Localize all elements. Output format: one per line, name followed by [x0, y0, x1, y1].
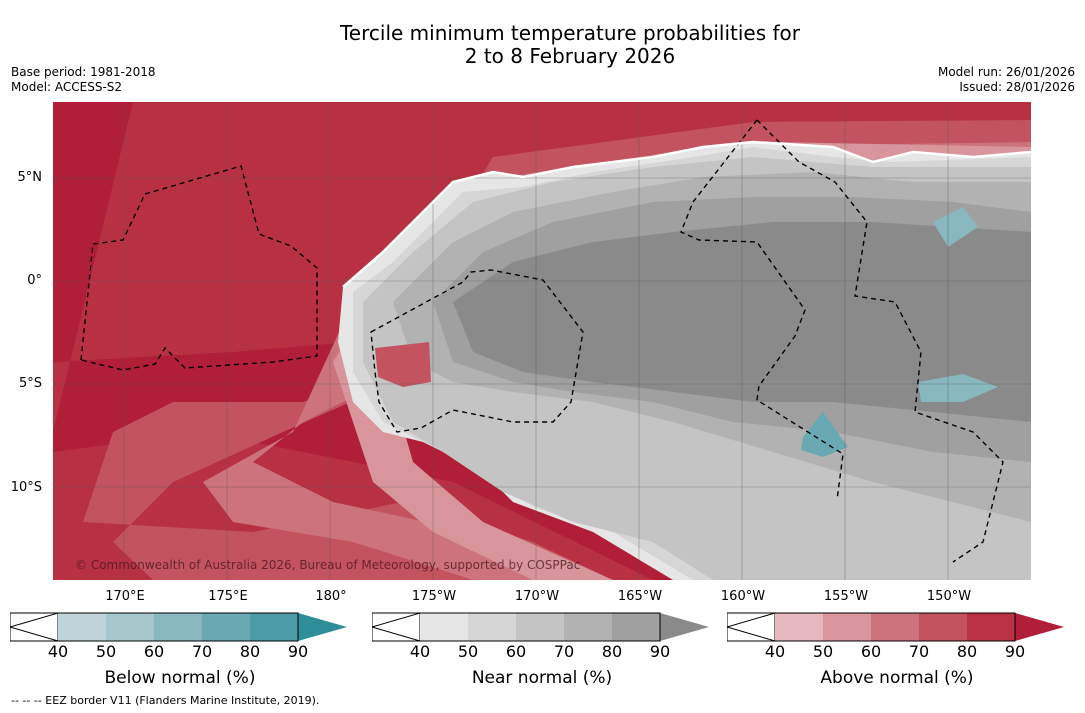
near-tick-40: 40 — [409, 642, 431, 661]
lat-label-10s: 10°S — [10, 480, 42, 495]
lat-label-5s: 5°S — [18, 376, 42, 391]
near-70 — [564, 613, 612, 641]
below-normal-patch-north — [933, 207, 978, 247]
below-tick-70: 70 — [191, 642, 213, 661]
near-40 — [420, 613, 468, 641]
colorbar-near-normal — [372, 612, 709, 642]
near-normal-boundary — [342, 140, 1031, 288]
lon-label-175e: 175°E — [208, 589, 248, 604]
near-lower-arrow — [372, 612, 421, 642]
lon-label-170e: 170°E — [105, 589, 145, 604]
above-80 — [967, 613, 1015, 641]
near-tick-60: 60 — [505, 642, 527, 661]
below-tick-80: 80 — [239, 642, 261, 661]
below-tick-90: 90 — [287, 642, 309, 661]
map-title: Tercile minimum temperature probabilitie… — [0, 22, 1085, 68]
above-tick-40: 40 — [764, 642, 786, 661]
below-normal-patch-east — [918, 374, 998, 402]
near-tick-90: 90 — [649, 642, 671, 661]
eez-borders — [80, 119, 1004, 563]
map-plot — [53, 102, 1031, 580]
below-40 — [58, 613, 106, 641]
model-run: Model run: 26/01/2026 — [937, 65, 1075, 79]
above-tick-90: 90 — [1004, 642, 1026, 661]
above-50 — [823, 613, 871, 641]
gridlines — [53, 102, 1031, 580]
above-70-band — [53, 102, 1031, 580]
above-tick-60: 60 — [860, 642, 882, 661]
meta-right: Model run: 26/01/2026 Issued: 28/01/2026 — [938, 65, 1075, 95]
below-normal-title: Below normal (%) — [104, 668, 256, 688]
above-70 — [919, 613, 967, 641]
above-normal-title: Above normal (%) — [820, 668, 974, 688]
lon-label-155w: 155°W — [823, 589, 869, 604]
below-lower-arrow — [10, 612, 59, 642]
title-line-2: 2 to 8 February 2026 — [464, 44, 676, 68]
below-60 — [154, 613, 202, 641]
below-90-arrow — [298, 613, 347, 641]
base-period: Base period: 1981-2018 — [11, 65, 156, 79]
below-tick-60: 60 — [143, 642, 165, 661]
near-50 — [468, 613, 516, 641]
lon-label-180: 180° — [315, 589, 347, 604]
near-tick-80: 80 — [601, 642, 623, 661]
near-90-arrow — [660, 613, 709, 641]
below-tick-50: 50 — [95, 642, 117, 661]
model-name: Model: ACCESS-S2 — [11, 80, 123, 94]
lon-label-160w: 160°W — [720, 589, 766, 604]
title-line-1: Tercile minimum temperature probabilitie… — [339, 21, 801, 45]
near-frame — [372, 612, 661, 642]
colorbar-below-normal — [10, 612, 347, 642]
above-90-arrow — [1015, 613, 1064, 641]
below-50 — [106, 613, 154, 641]
eez-legend-note: -- -- -- EEZ border V11 (Flanders Marine… — [11, 694, 320, 707]
issued-date: Issued: 28/01/2026 — [959, 80, 1075, 94]
below-frame — [10, 612, 299, 642]
near-60 — [516, 613, 564, 641]
red-pocket — [375, 342, 431, 387]
lon-label-175w: 175°W — [411, 589, 457, 604]
lat-label-5n: 5°N — [17, 170, 43, 185]
above-tick-80: 80 — [956, 642, 978, 661]
meta-left: Base period: 1981-2018 Model: ACCESS-S2 — [11, 65, 156, 95]
near-normal-title: Near normal (%) — [471, 668, 613, 688]
below-80 — [250, 613, 298, 641]
near-tick-70: 70 — [553, 642, 575, 661]
copyright-notice: © Commonwealth of Australia 2026, Bureau… — [75, 558, 581, 572]
below-normal-patch-south — [801, 412, 848, 457]
above-lower-arrow — [727, 612, 776, 642]
above-tick-50: 50 — [812, 642, 834, 661]
above-40 — [775, 613, 823, 641]
colorbar-above-normal — [727, 612, 1064, 642]
above-tick-70: 70 — [908, 642, 930, 661]
below-70 — [202, 613, 250, 641]
lon-label-165w: 165°W — [617, 589, 663, 604]
lon-label-170w: 170°W — [514, 589, 560, 604]
near-80 — [612, 613, 660, 641]
lat-label-0: 0° — [27, 273, 42, 288]
below-tick-40: 40 — [47, 642, 69, 661]
above-frame — [727, 612, 1016, 642]
near-tick-50: 50 — [457, 642, 479, 661]
above-60-band — [83, 120, 1031, 580]
lon-label-150w: 150°W — [926, 589, 972, 604]
above-60 — [871, 613, 919, 641]
